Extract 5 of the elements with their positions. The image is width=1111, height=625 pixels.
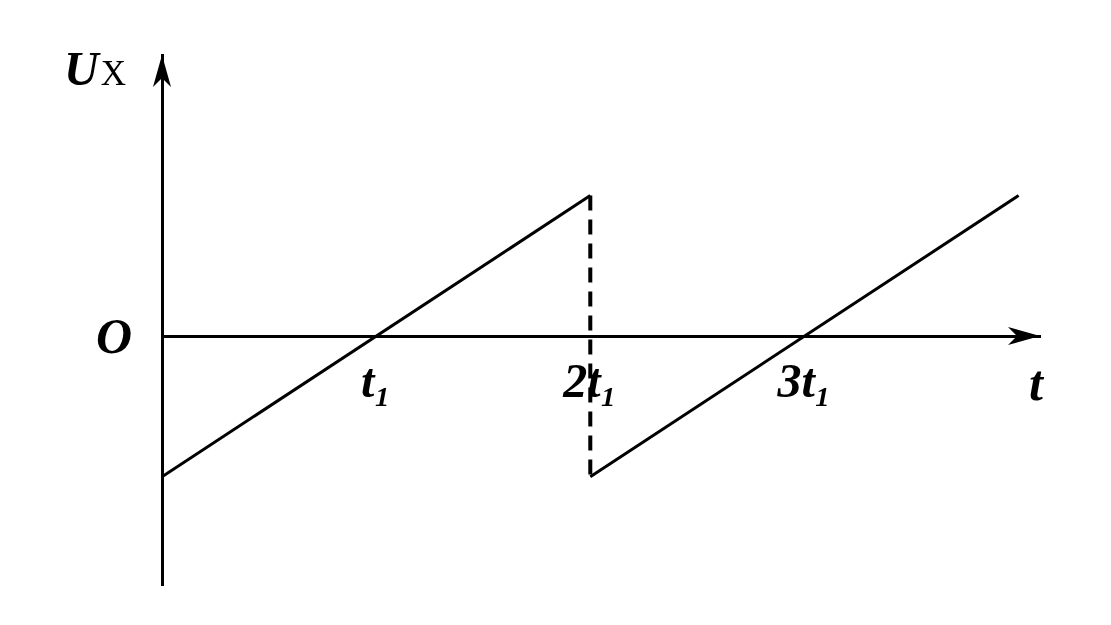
x-tick-label: t₁ xyxy=(361,354,392,408)
x-tick-label: 3t₁ xyxy=(776,354,832,408)
x-axis-title: t xyxy=(1029,355,1046,412)
text: O xyxy=(95,308,132,365)
y-axis-title: UX xyxy=(64,42,127,95)
